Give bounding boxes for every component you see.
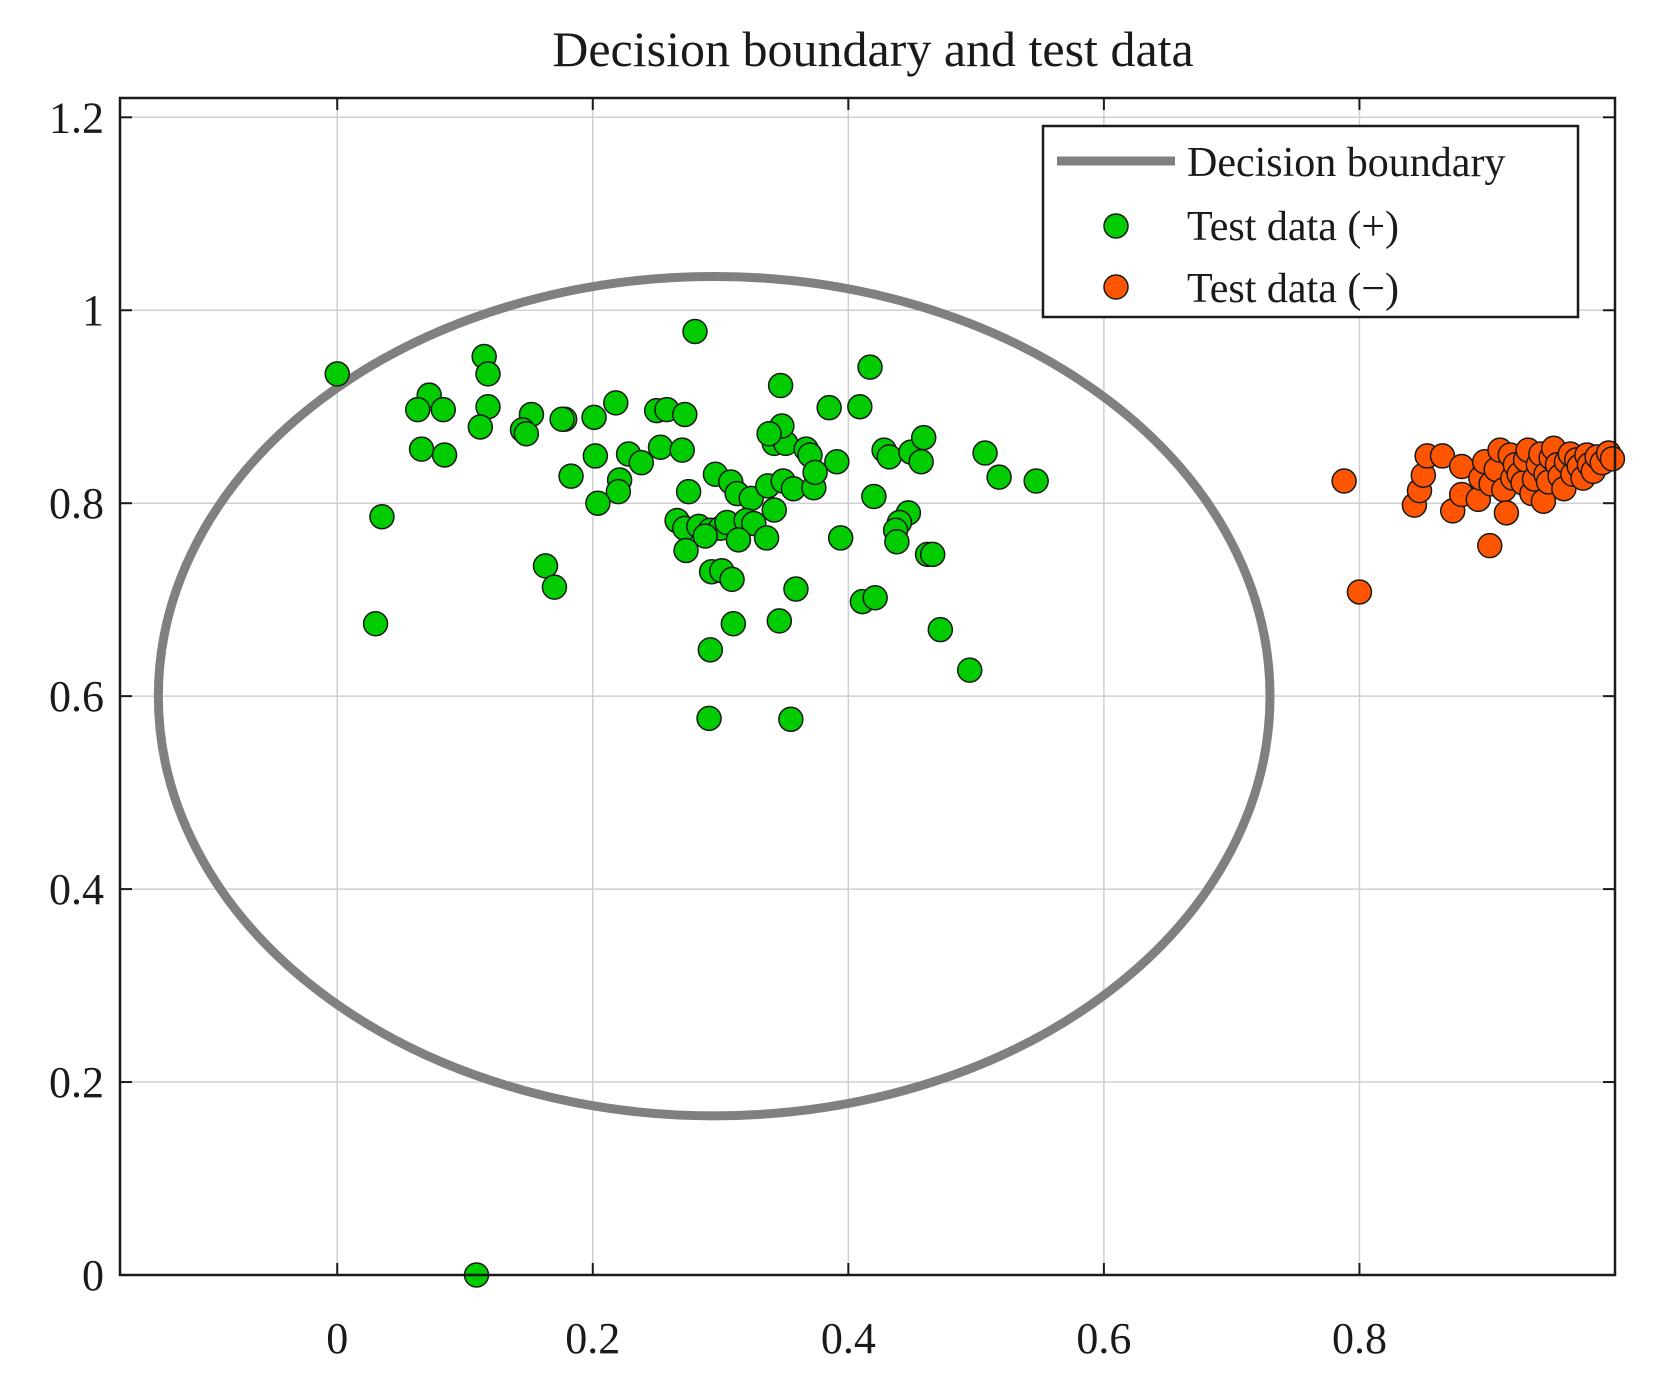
y-tick-label: 1 [82, 286, 104, 335]
positive-data-point [720, 611, 747, 637]
positive-data-point [404, 396, 431, 423]
positive-data-point [956, 657, 983, 683]
positive-data-point [431, 442, 458, 468]
positive-data-point [766, 608, 793, 634]
positive-data-point [861, 483, 887, 510]
legend-negative-label: Test data (−) [1187, 266, 1399, 312]
legend-negative-marker [1103, 274, 1129, 300]
positive-data-point [408, 436, 435, 462]
positive-data-point [669, 437, 695, 463]
positive-data-point [647, 434, 674, 460]
positive-data-point [549, 406, 575, 433]
positive-data-point [753, 525, 780, 551]
positive-data-point [603, 390, 629, 416]
y-tick-labels: 0 0.2 0.4 0.6 0.8 1 1.2 [49, 93, 104, 1300]
legend-boundary-label: Decision boundary [1187, 140, 1505, 186]
positive-data-point [605, 478, 632, 505]
positive-data-point [369, 503, 395, 530]
positive-data-point [558, 463, 584, 489]
positive-data-point [919, 541, 946, 568]
y-tick-label: 0.4 [49, 865, 104, 914]
y-tick-label: 0.8 [49, 479, 104, 528]
positive-data-point [1023, 468, 1049, 494]
positive-data-point [725, 527, 752, 553]
positive-data-point [673, 537, 699, 564]
positive-data-point [582, 443, 609, 469]
x-tick-labels: 0 0.2 0.4 0.6 0.8 [326, 1314, 1387, 1363]
positive-data-point [692, 523, 718, 549]
positive-data-point [585, 490, 611, 516]
x-tick-label: 0.8 [1332, 1314, 1387, 1363]
positive-data-point [802, 459, 828, 486]
positive-data-point [696, 705, 722, 732]
positive-data-point [541, 574, 568, 600]
y-tick-label: 0 [82, 1251, 104, 1300]
positive-data-point [927, 616, 954, 643]
positive-data-point [513, 420, 540, 447]
legend-positive-label: Test data (+) [1187, 204, 1399, 250]
negative-data-point [1477, 532, 1503, 559]
chart-title: Decision boundary and test data [552, 21, 1193, 77]
positive-data-point [467, 414, 494, 440]
positive-data-point [884, 529, 910, 555]
positive-data-point [862, 584, 888, 611]
negative-data-point [1331, 468, 1357, 494]
points-layer [324, 318, 1626, 1288]
positive-data-point [767, 372, 794, 399]
positive-data-point [783, 576, 809, 602]
positive-data-point [628, 449, 655, 476]
decision-boundary-curve [153, 271, 1275, 1121]
x-tick-label: 0 [326, 1314, 348, 1363]
positive-data-point [581, 404, 607, 431]
x-tick-label: 0.2 [565, 1314, 620, 1363]
positive-data-point [324, 361, 350, 387]
x-tick-label: 0.4 [821, 1314, 876, 1363]
positive-data-point [761, 497, 787, 523]
positive-data-point [908, 448, 934, 475]
negative-data-point [1493, 500, 1520, 526]
positive-data-point [672, 401, 698, 428]
y-tick-label: 0.2 [49, 1058, 104, 1107]
positive-data-point [532, 553, 559, 579]
x-tick-label: 0.6 [1076, 1314, 1131, 1363]
positive-data-point [697, 637, 724, 663]
plot-frame [118, 96, 1617, 1277]
positive-data-point [675, 478, 702, 505]
negative-data-point [1346, 579, 1373, 605]
positive-data-point [910, 424, 937, 451]
positive-data-point [756, 420, 782, 447]
negative-data-point [1599, 446, 1626, 472]
y-tick-label: 1.2 [49, 93, 104, 142]
positive-data-point [430, 396, 457, 423]
positive-data-point [876, 444, 902, 470]
positive-data-point [682, 318, 708, 345]
negative-data-point [1429, 443, 1456, 469]
positive-data-point [827, 525, 854, 551]
positive-data-point [362, 611, 389, 637]
positive-data-point [986, 464, 1012, 490]
positive-data-point [719, 566, 745, 593]
positive-data-point [778, 706, 804, 733]
y-tick-label: 0.6 [49, 672, 104, 721]
ticks-layer [120, 98, 1615, 1276]
boundary-layer [153, 271, 1275, 1121]
positive-data-point [847, 393, 873, 420]
positive-data-point [816, 394, 842, 421]
legend-positive-marker [1103, 213, 1129, 239]
positive-data-point [475, 361, 501, 387]
positive-data-point [824, 448, 850, 475]
positive-data-point [972, 440, 998, 466]
positive-data-point [857, 354, 883, 380]
legend: Decision boundary Test data (+) Test dat… [1041, 124, 1580, 319]
